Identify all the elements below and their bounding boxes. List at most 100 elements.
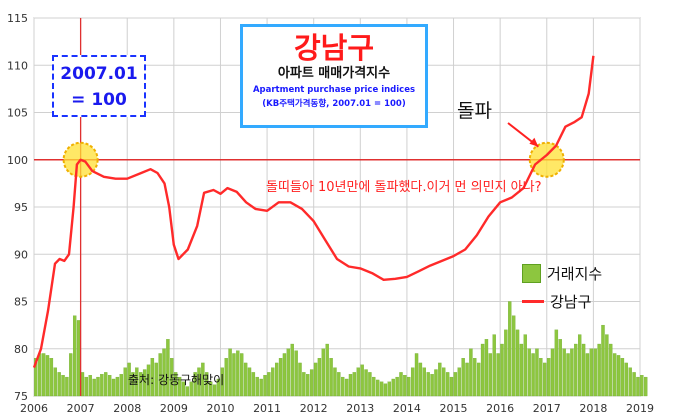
x-tick-label: 2010 [206,402,234,415]
volume-bar [601,324,605,397]
volume-bar [383,383,388,397]
volume-bar [251,372,256,397]
volume-bar [616,355,621,397]
x-tick-label: 2009 [160,402,188,415]
volume-bar [84,376,89,397]
volume-bar [220,367,224,397]
volume-bar [558,339,562,397]
x-tick-label: 2018 [579,402,607,415]
volume-bar [243,362,248,397]
x-tick-label: 2007 [67,402,95,415]
chart-subtitle-en: Apartment purchase price indices [252,85,416,95]
volume-bar [306,374,310,397]
volume-bar [298,362,302,397]
volume-bar [581,343,586,397]
volume-bar [154,362,158,397]
volume-bar [302,372,306,397]
volume-bar [574,343,578,397]
volume-bar [290,343,294,397]
volume-bar [473,358,477,397]
volume-bar [418,362,423,397]
volume-bar [476,362,481,397]
volume-bar [511,315,516,397]
volume-bar [539,358,543,397]
volume-bar [535,348,539,397]
volume-bar [286,348,291,397]
volume-bar [177,376,182,397]
x-tick-label: 2011 [253,402,281,415]
volume-bar [65,376,69,397]
volume-bar [605,334,609,397]
volume-bar [142,369,147,397]
chart-title-box: 강남구 아파트 매매가격지수 Apartment purchase price … [240,24,428,128]
volume-bar [255,376,259,397]
x-tick-label: 2014 [393,402,421,415]
volume-bar [57,372,61,397]
volume-bar [480,343,485,397]
volume-bar [193,372,197,397]
volume-bar [341,376,345,397]
chart-base-note: (KB주택가격동향, 2007.01 = 100) [262,99,406,109]
volume-bar [208,381,213,397]
legend: 거래지수 강남구 [522,259,602,315]
volume-bar [426,372,430,397]
volume-bar [135,367,139,397]
volume-bar [119,374,123,397]
volume-bar [166,339,170,397]
volume-bar [123,367,127,397]
volume-bar [69,353,73,397]
volume-bar [317,358,322,397]
volume-bar [72,315,77,397]
volume-bar [111,378,116,397]
volume-bar [438,362,442,397]
breakout-arrowhead [529,137,539,147]
volume-bar [609,343,613,397]
volume-bar [457,367,461,397]
volume-bar [267,372,271,397]
volume-bar [422,367,426,397]
volume-bar [61,375,65,397]
source-label: 출처: 강동구해맞이 [128,373,225,387]
volume-bar [546,358,551,397]
volume-bar [236,350,240,397]
volume-bar [375,379,380,397]
x-tick-label: 2006 [20,402,48,415]
highlight-circle-2017 [528,141,565,178]
volume-bar [624,362,628,397]
volume-bar [515,329,520,397]
chart-title: 강남구 [293,31,375,65]
volume-bar [585,353,590,397]
volume-bar [181,381,186,397]
volume-bar [34,358,38,397]
volume-bar [150,358,155,397]
volume-bar [263,375,267,397]
volume-bar [492,334,496,397]
legend-label-volume: 거래지수 [547,264,603,283]
volume-bar [612,353,617,397]
volume-bar [636,376,640,397]
volume-bar [185,386,190,397]
volume-bar [115,376,120,397]
volume-bar [550,348,555,397]
y-tick-label: 80 [14,343,28,356]
y-tick-label: 105 [7,107,28,120]
volume-bar [360,364,364,397]
volume-bar [496,353,500,397]
volume-bar [274,362,279,397]
volume-bar [589,348,594,397]
volume-bar [309,369,314,397]
volume-bar [53,367,57,397]
volume-bar [399,372,403,397]
x-tick-label: 2016 [486,402,514,415]
volume-bar [352,372,357,397]
volume-bar [430,374,434,397]
x-tick-labels: 2006 2007 2008 2009 2010 2011 2012 2013 2014 2015… [20,402,654,415]
volume-bar [391,378,395,397]
volume-bar [131,372,135,397]
breakout-label: 돌파 [457,100,492,122]
volume-bar [597,343,601,397]
volume-bar [162,348,166,397]
volume-bar [410,367,415,397]
volume-bar [570,348,574,397]
volume-bar [577,334,582,397]
